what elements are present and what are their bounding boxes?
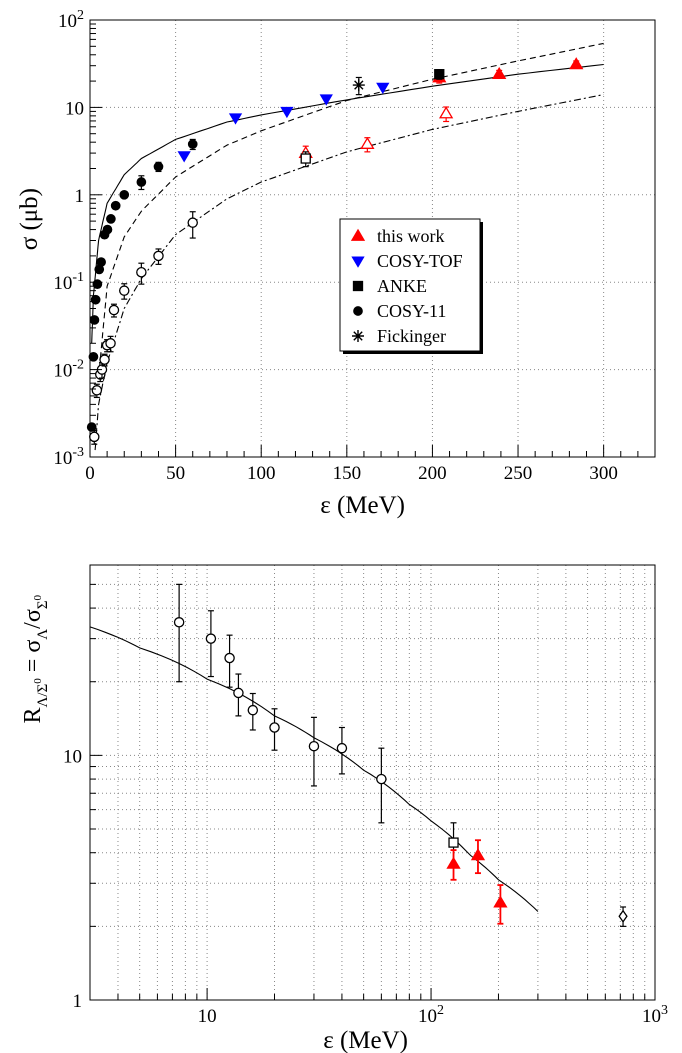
fit-curve	[91, 63, 604, 344]
data-point	[86, 422, 97, 432]
data-point	[90, 294, 101, 305]
data-point	[105, 338, 116, 349]
legend-marker	[352, 330, 364, 342]
data-point	[153, 250, 164, 262]
legend-shadow	[343, 351, 483, 354]
data-point	[119, 189, 130, 200]
data-point	[153, 161, 164, 172]
data-point	[470, 848, 486, 861]
plot-frame	[89, 19, 656, 458]
legend-label: COSY-TOF	[377, 251, 463, 271]
legend: this work COSY-TOF ANKE COSY-11 Fickinger	[339, 218, 483, 354]
fit-curves	[89, 626, 539, 912]
data-point	[376, 82, 390, 95]
data-point	[118, 285, 130, 296]
y-axis-label: σ (μb)	[16, 188, 43, 250]
data-point	[569, 57, 584, 70]
x-tick-label: 102	[418, 1003, 444, 1027]
legend-shadow	[480, 222, 483, 354]
data-point	[89, 431, 100, 443]
legend-marker	[353, 306, 363, 316]
data-point	[247, 704, 259, 716]
plot-frame	[89, 564, 656, 1001]
axis-ticks: 10 102 103 1 10	[63, 583, 668, 1027]
x-tick-label: 100	[247, 463, 276, 484]
data-point	[96, 257, 106, 267]
x-tick-label: 200	[418, 463, 447, 484]
x-tick-label: 300	[589, 463, 618, 484]
data-point	[493, 895, 508, 908]
legend-label: Fickinger	[377, 326, 446, 346]
data-point	[300, 153, 311, 164]
x-axis-label: ε (MeV)	[323, 1027, 408, 1053]
y-tick-label: 10	[63, 746, 82, 767]
y-axis-label: RΛ/Σ0 = σΛ/σΣ0	[20, 595, 51, 724]
data-point	[91, 385, 103, 396]
legend-label: COSY-11	[377, 301, 446, 321]
legend-marker	[350, 228, 366, 241]
legend-box	[339, 218, 481, 352]
data-point	[269, 722, 280, 733]
data-points	[173, 583, 628, 927]
x-tick-label: 250	[504, 463, 533, 484]
data-point	[376, 773, 387, 785]
data-point	[110, 200, 121, 211]
grid	[90, 20, 655, 457]
fit-curve	[89, 626, 539, 912]
data-point	[99, 354, 110, 365]
data-point	[233, 687, 244, 699]
y-tick-label: 102	[58, 8, 84, 32]
data-point	[173, 617, 185, 628]
x-tick-label: 150	[333, 463, 362, 484]
data-point	[280, 106, 294, 119]
data-point	[319, 94, 333, 106]
data-point	[177, 151, 191, 163]
y-tick-label: 10	[65, 98, 84, 119]
y-tick-label: 1	[75, 186, 85, 207]
data-point	[205, 633, 217, 644]
data-point	[187, 217, 198, 228]
x-tick-label: 50	[166, 463, 185, 484]
data-point	[446, 856, 461, 869]
ratio-plot: 10 102 103 1 10 ε (MeV) RΛ/Σ0 = σΛ/σΣ0	[20, 564, 668, 1053]
axis-ticks: 0 50 100 150 200 250 300 10-3 10-2 10-1 1 10 102	[53, 8, 656, 484]
y-tick-label: 10-1	[53, 270, 84, 294]
x-axis-label: ε (MeV)	[320, 492, 405, 519]
data-point	[492, 66, 507, 80]
data-point	[434, 69, 445, 80]
x-tick-label: 103	[642, 1003, 668, 1027]
cross-section-plot: 0 50 100 150 200 250 300 10-3 10-2 10-1 1 10 102 ε (…	[16, 8, 656, 519]
data-point	[136, 177, 147, 187]
legend-marker	[352, 280, 364, 292]
grid	[89, 565, 655, 1000]
data-point	[224, 652, 235, 664]
data-point	[108, 304, 120, 316]
fit-curve	[98, 42, 604, 379]
data-point	[438, 106, 454, 119]
data-point	[352, 79, 365, 92]
data-point	[336, 742, 348, 754]
data-point	[448, 837, 459, 848]
legend-marker	[351, 256, 365, 268]
data-point	[618, 909, 628, 923]
legend-label: ANKE	[377, 276, 427, 296]
x-tick-label: 10	[198, 1006, 217, 1027]
legend-label: this work	[377, 226, 445, 246]
data-point	[136, 266, 147, 278]
x-tick-label: 0	[85, 463, 95, 484]
data-point	[308, 740, 320, 752]
data-point	[360, 136, 375, 149]
data-point	[102, 224, 113, 235]
data-points	[86, 57, 584, 445]
data-point	[106, 214, 116, 224]
data-point	[187, 139, 198, 149]
data-point	[92, 279, 103, 289]
y-tick-label: 10-2	[53, 358, 84, 382]
y-tick-label: 10-3	[53, 445, 84, 469]
y-tick-label: 1	[73, 991, 83, 1012]
data-point	[228, 113, 243, 125]
data-point	[88, 351, 99, 362]
